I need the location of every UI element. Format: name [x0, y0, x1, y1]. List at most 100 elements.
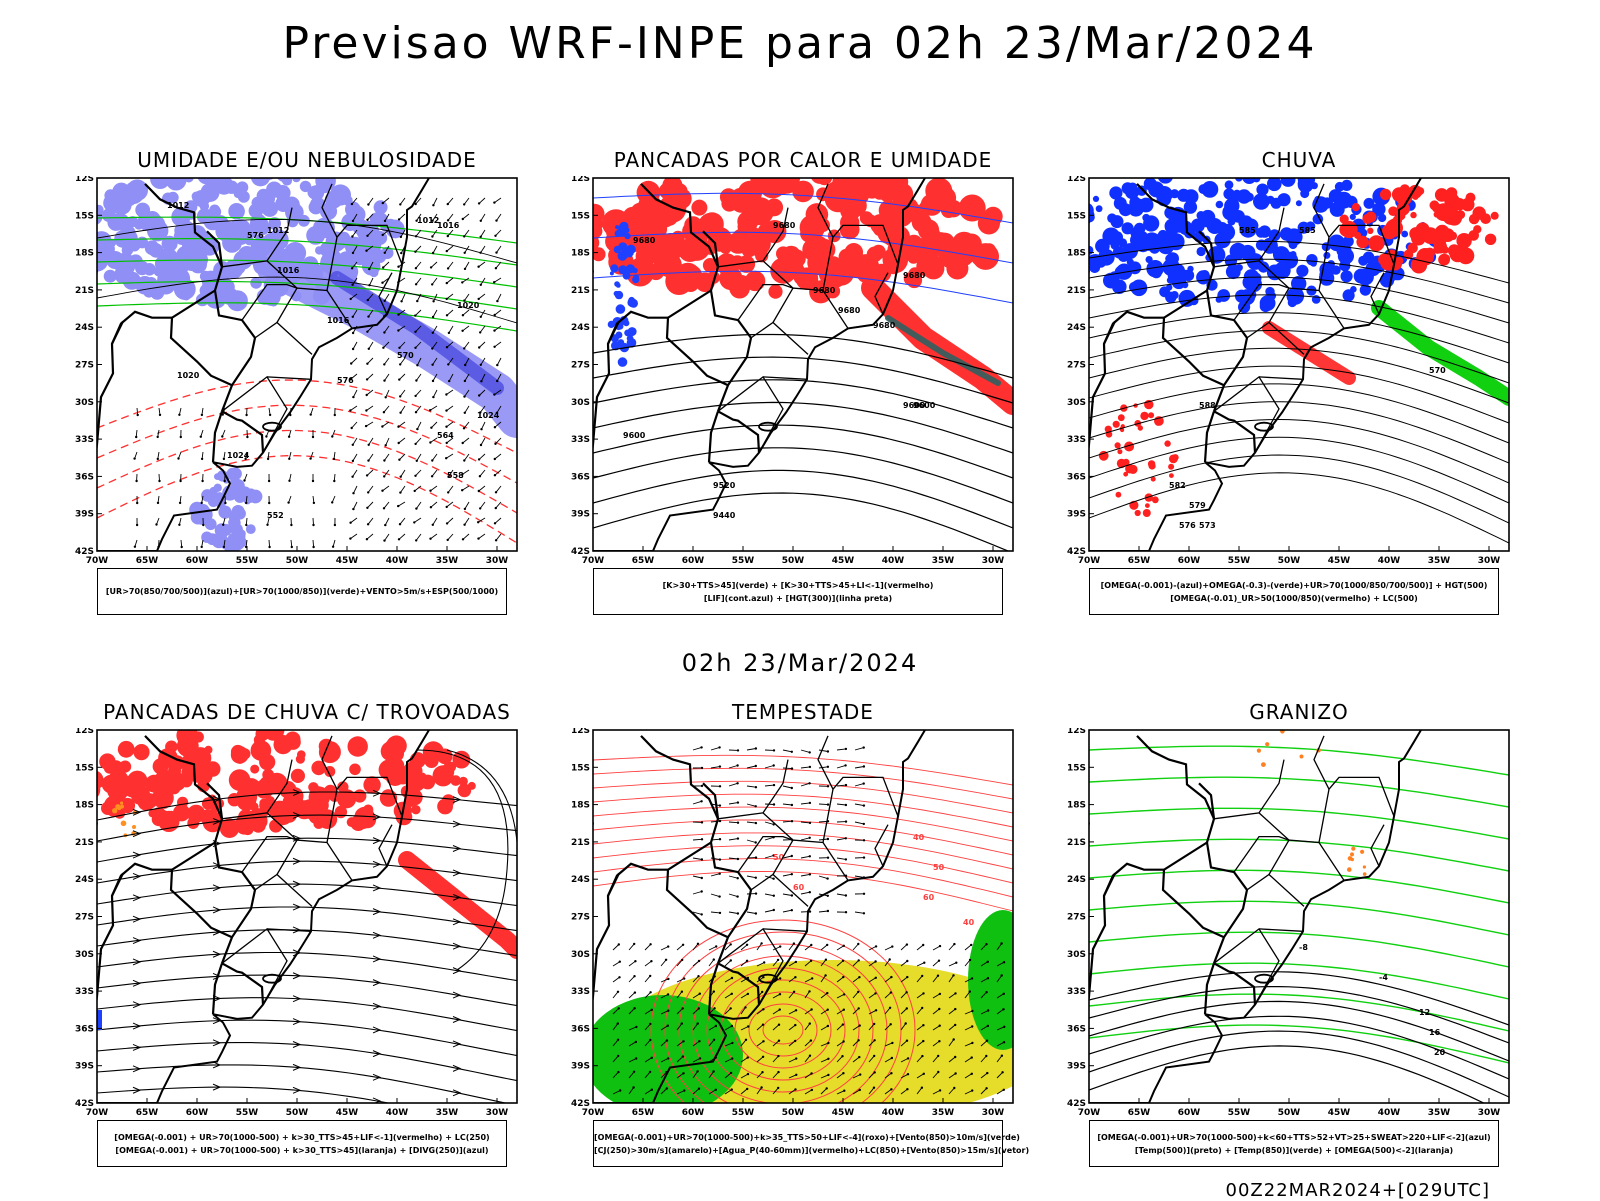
- wind-vector: [819, 804, 828, 805]
- wind-vector-head: [432, 524, 434, 526]
- field-cell: [1378, 254, 1390, 266]
- contour-label: 40: [913, 833, 925, 842]
- wind-vector-head: [921, 1055, 923, 1057]
- wind-vector-head: [737, 822, 739, 824]
- field-cell: [120, 802, 123, 805]
- panel-title: PANCADAS DE CHUVA C/ TROVOADAS: [97, 700, 517, 724]
- wind-vector-head: [431, 235, 433, 237]
- field-cell: [353, 789, 366, 802]
- field-cell: [204, 746, 212, 754]
- wind-vector-head: [445, 409, 447, 411]
- wind-vector-head: [1001, 974, 1003, 976]
- wind-vector-head: [415, 267, 417, 269]
- wind-vector-head: [859, 1089, 861, 1091]
- latitude-label: 27S: [1067, 361, 1086, 371]
- wind-vector: [783, 768, 792, 769]
- field-cell: [1169, 455, 1178, 464]
- field-cell: [224, 540, 239, 555]
- latitude-label: 39S: [1067, 510, 1086, 520]
- field-cell: [1341, 180, 1352, 191]
- wind-vector-head: [351, 476, 353, 478]
- panel-legend: [OMEGA(-0.001)-(azul)+OMEGA(-0.3)-(verde…: [1089, 568, 1499, 615]
- wind-vector-head: [288, 480, 290, 482]
- legend-line: [LIF](cont.azul) + [HGT(300)](linha pret…: [594, 592, 1002, 605]
- wind-vector-head: [312, 524, 314, 526]
- contour-label: 576: [247, 231, 264, 240]
- wind-vector-head: [826, 1087, 828, 1089]
- latitude-label: 30S: [1067, 398, 1086, 408]
- wind-vector-head: [755, 765, 757, 767]
- field-cell: [1135, 199, 1144, 208]
- field-cell: [781, 246, 801, 266]
- field-cell: [1116, 492, 1122, 498]
- wind-vector-head: [181, 546, 183, 548]
- wind-vector-head: [480, 220, 482, 222]
- longitude-label: 70W: [582, 1108, 605, 1118]
- wind-vector-head: [731, 993, 733, 995]
- field-cell: [112, 183, 130, 201]
- wind-vector-head: [429, 441, 431, 443]
- wind-vector-head: [827, 895, 829, 897]
- longitude-label: 55W: [236, 556, 259, 566]
- field-cell: [641, 199, 660, 218]
- wind-vector-head: [222, 524, 224, 526]
- field-cell: [190, 748, 202, 760]
- wind-vector-head: [730, 943, 732, 945]
- wind-vector-head: [906, 976, 908, 978]
- wind-vector-head: [413, 521, 415, 523]
- contour-label: 576: [337, 376, 354, 385]
- wind-vector-head: [463, 395, 465, 397]
- wind-vector-head: [649, 991, 651, 993]
- field-cell: [984, 207, 1003, 226]
- wind-vector-head: [634, 960, 636, 962]
- wind-vector-head: [617, 1055, 619, 1057]
- field-cell: [107, 779, 129, 801]
- field-cell: [629, 252, 633, 256]
- wind-vector-head: [352, 252, 354, 254]
- wind-vector-head: [157, 458, 159, 460]
- wind-vector-head: [221, 435, 223, 437]
- field-cell: [1118, 414, 1125, 421]
- panel-title: TEMPESTADE: [593, 700, 1013, 724]
- field-cell: [453, 751, 471, 769]
- wind-vector-head: [731, 977, 733, 979]
- wind-vector-head: [938, 960, 940, 962]
- wind-vector-head: [429, 409, 431, 411]
- wind-vector-head: [383, 459, 385, 461]
- wind-vector-head: [496, 364, 498, 366]
- field-cell: [274, 735, 293, 754]
- wind-vector-head: [351, 203, 353, 205]
- longitude-label: 50W: [286, 556, 309, 566]
- latitude-label: 15S: [571, 211, 590, 221]
- wind-vector-head: [399, 412, 401, 414]
- wind-vector-head: [398, 459, 400, 461]
- field-cell: [583, 234, 598, 249]
- wind-vector-head: [158, 480, 160, 482]
- wind-vector-head: [843, 1090, 845, 1092]
- wind-vector-head: [809, 822, 811, 824]
- field-cell: [1217, 289, 1230, 302]
- wind-vector-head: [446, 250, 448, 252]
- wind-vector-head: [730, 1007, 732, 1009]
- wind-vector-head: [755, 912, 757, 914]
- wind-vector-head: [480, 428, 482, 430]
- field-cell: [1239, 289, 1255, 305]
- latitude-label: 21S: [1067, 838, 1086, 848]
- longitude-label: 50W: [1278, 556, 1301, 566]
- wind-vector-head: [987, 1025, 989, 1027]
- field-cell: [1395, 257, 1403, 265]
- wind-vector-head: [719, 858, 721, 860]
- contour-label: 1020: [457, 301, 480, 310]
- wind-vector-head: [683, 1089, 685, 1091]
- wind-vector-head: [755, 892, 757, 894]
- wind-vector-head: [874, 960, 876, 962]
- latitude-label: 27S: [75, 361, 94, 371]
- field-cell: [363, 776, 380, 793]
- field-cell: [133, 744, 149, 760]
- wind-vector-head: [842, 976, 844, 978]
- wind-vector-head: [890, 976, 892, 978]
- latitude-label: 15S: [75, 763, 94, 773]
- contour-label: 50: [933, 863, 945, 872]
- contour-label: 585: [1239, 226, 1256, 235]
- wind-vector-head: [842, 960, 844, 962]
